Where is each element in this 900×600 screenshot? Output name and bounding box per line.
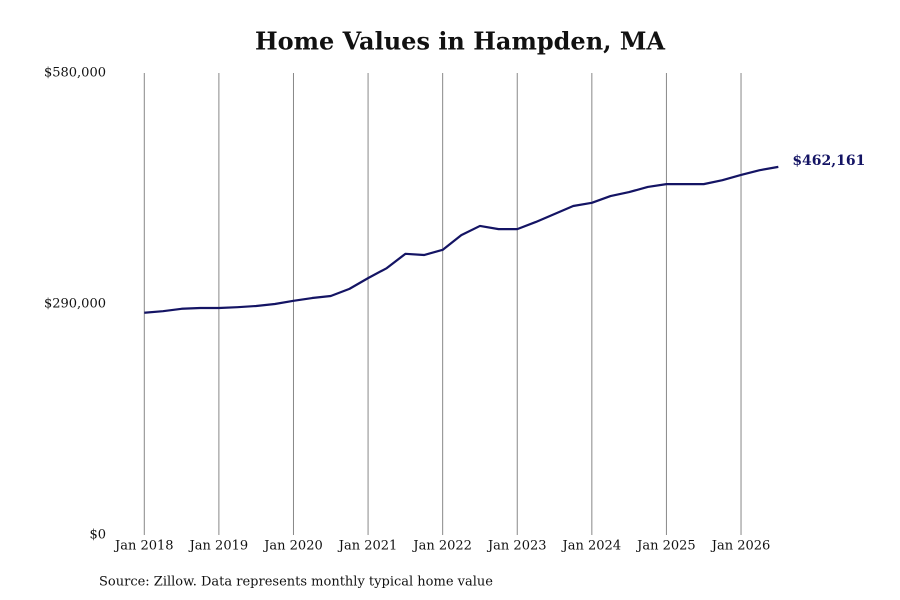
x-tick-label: Jan 2020: [262, 539, 323, 554]
x-tick-label: Jan 2024: [561, 539, 622, 554]
y-tick-label: $290,000: [44, 297, 106, 312]
x-tick-label: Jan 2023: [486, 539, 547, 554]
chart-title: Home Values in Hampden, MA: [255, 27, 665, 56]
x-tick-label: Jan 2019: [188, 539, 249, 554]
line-series: [144, 165, 779, 314]
x-tick-label: Jan 2021: [337, 539, 398, 554]
x-tick-label: Jan 2026: [710, 539, 771, 554]
end-label: $462,161: [792, 153, 865, 169]
x-tick-label: Jan 2018: [113, 539, 174, 554]
x-tick-label: Jan 2025: [635, 539, 696, 554]
source-note: Source: Zillow. Data represents monthly …: [99, 575, 493, 590]
y-tick-label: $580,000: [44, 66, 106, 81]
x-tick-label: Jan 2022: [411, 539, 472, 554]
y-tick-label: $0: [89, 528, 106, 543]
